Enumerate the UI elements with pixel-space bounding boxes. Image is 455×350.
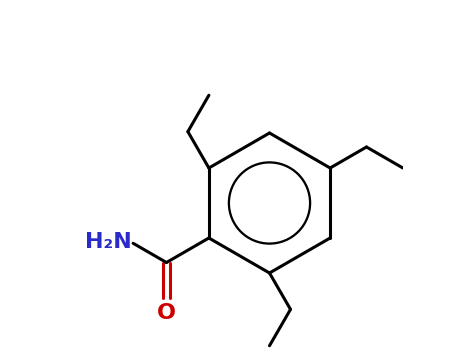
Text: O: O (157, 303, 176, 323)
Text: H₂N: H₂N (85, 231, 131, 252)
